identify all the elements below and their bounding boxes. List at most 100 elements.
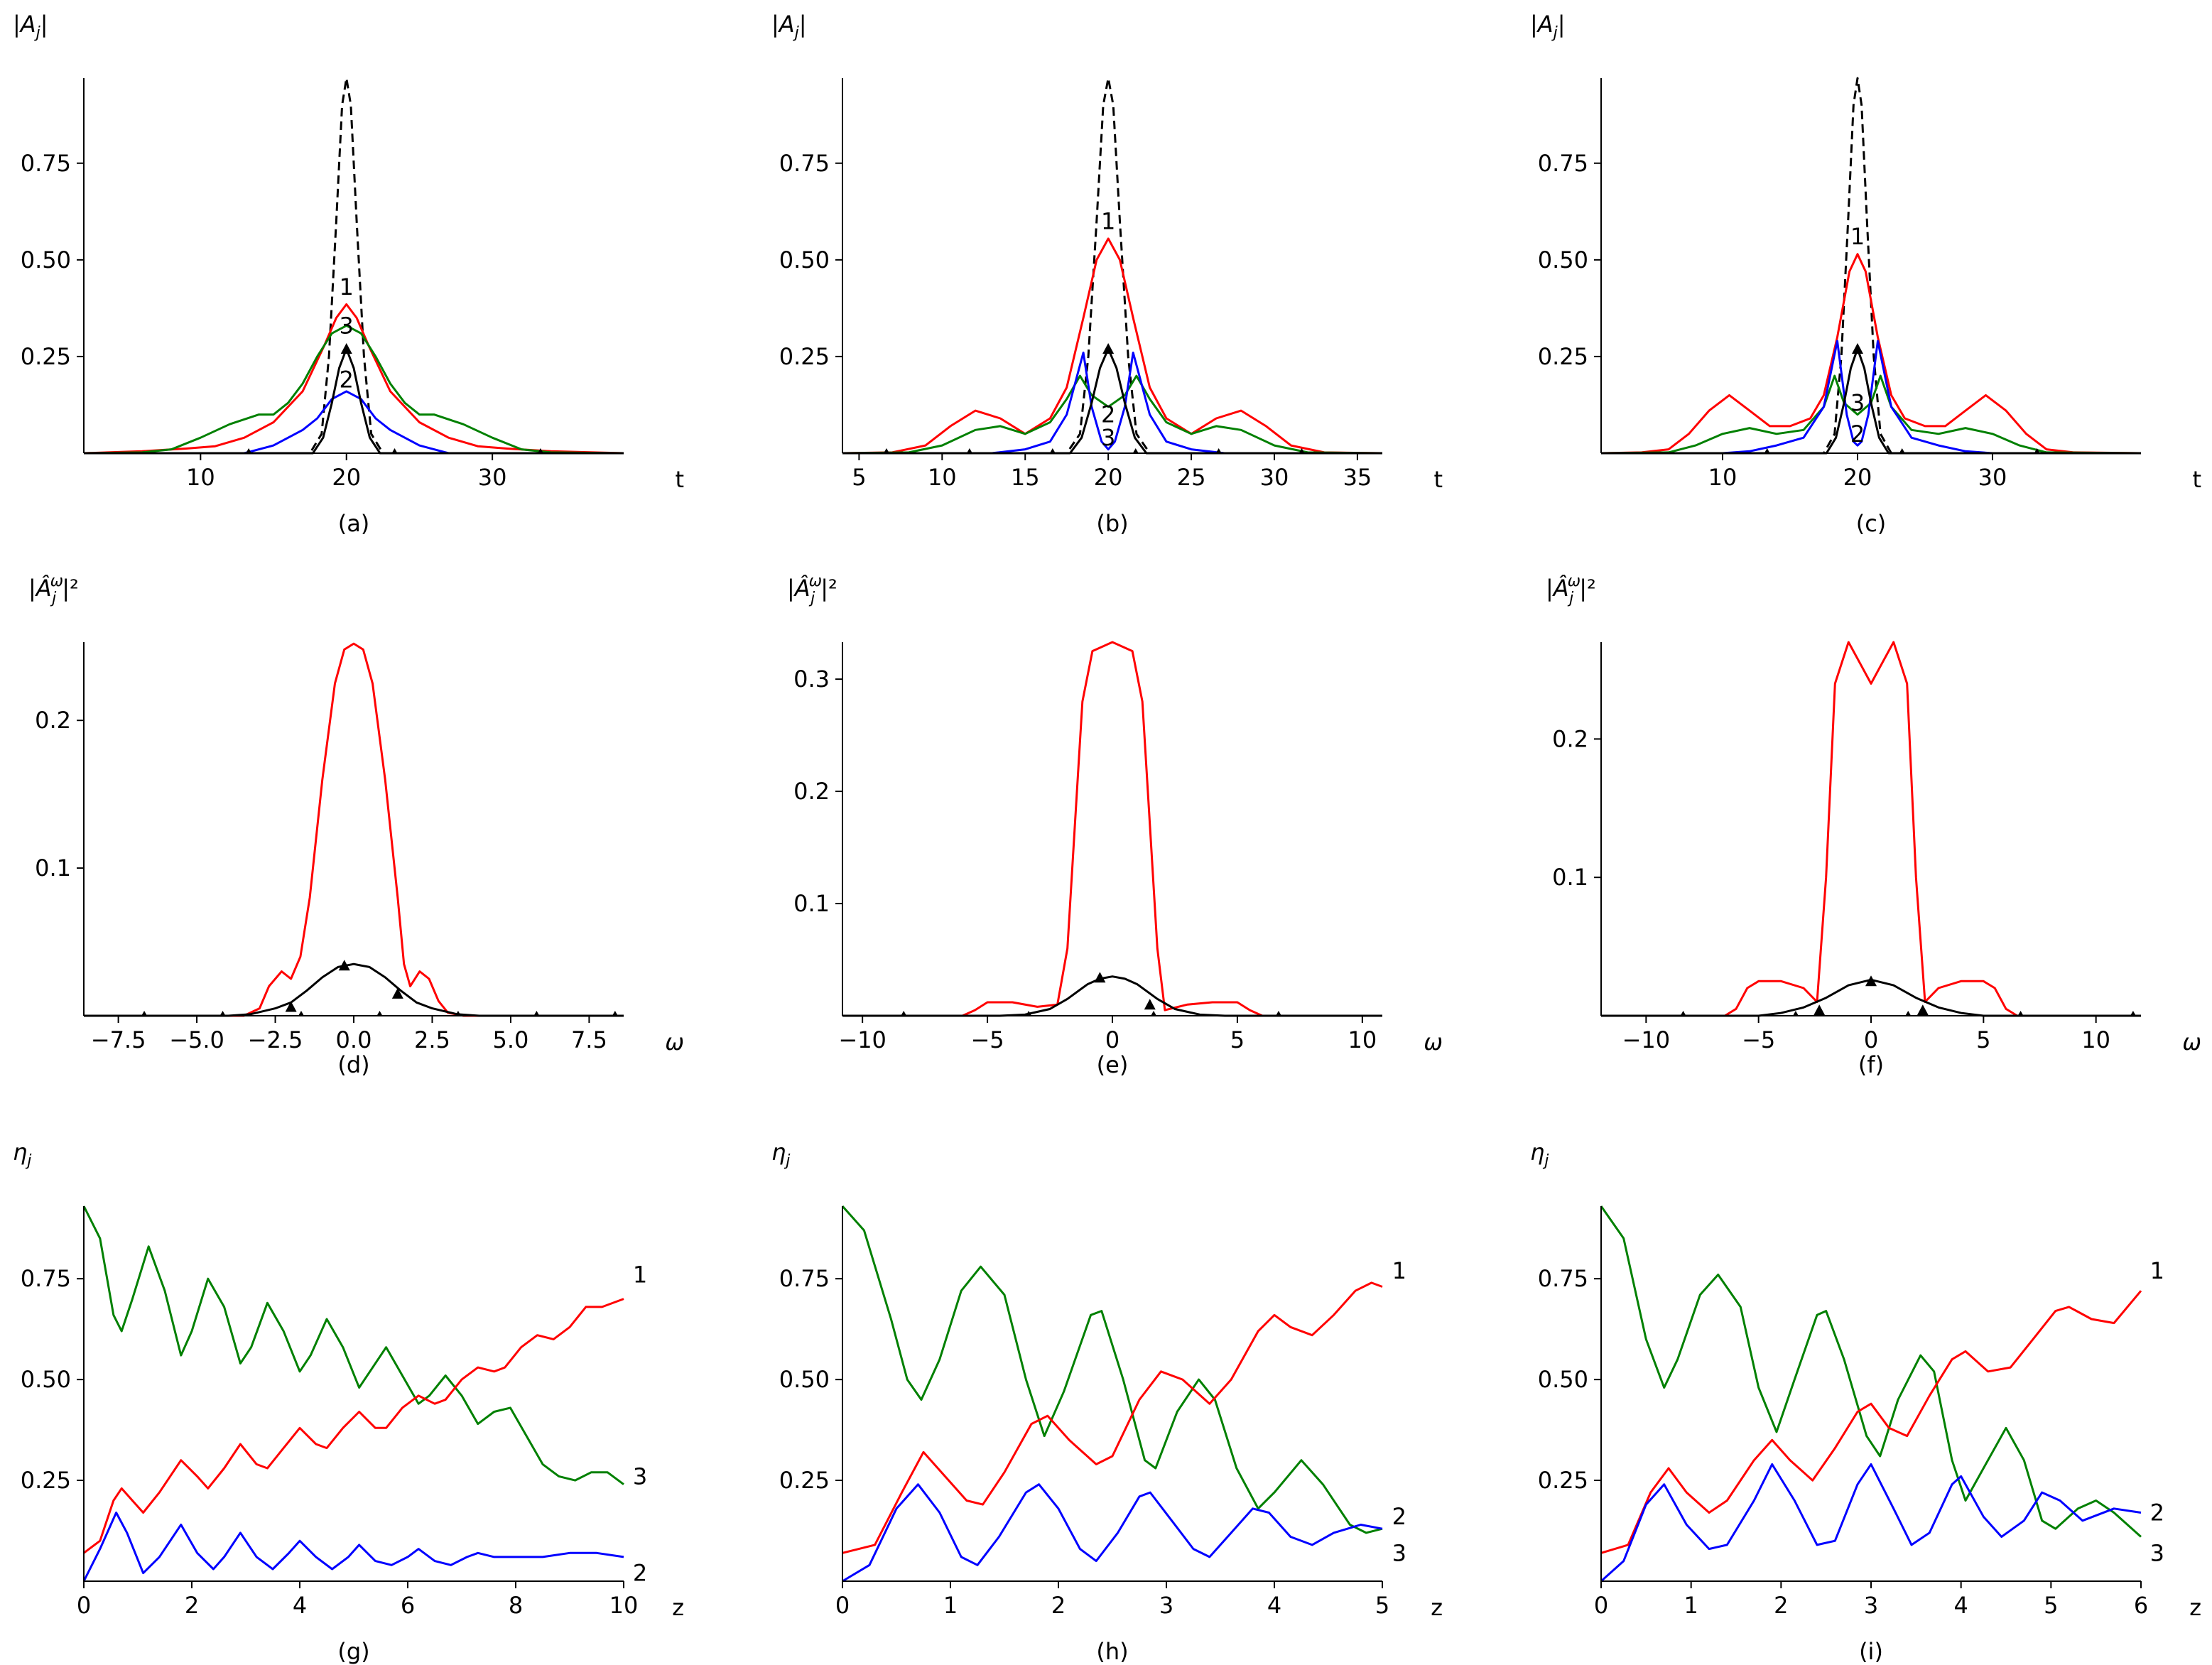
y-axis-title: ηj [1530, 1139, 1549, 1170]
x-tick-label: −10 [1622, 1026, 1671, 1053]
y-tick-label: 0.50 [779, 1366, 830, 1393]
baseline-marker [1215, 448, 1222, 453]
x-tick-label: 10 [609, 1592, 639, 1619]
baseline-marker [901, 1011, 907, 1016]
panel-g: 0 2 4 6 8 10 0.25 0.50 0.75 ηj z 1 3 2 (g) [13, 1139, 684, 1665]
baseline-marker [1049, 448, 1056, 453]
curve-label-3: 3 [633, 1463, 647, 1490]
panel-caption: (b) [1096, 510, 1128, 537]
triangle-marker [1144, 999, 1156, 1010]
y-tick-label: 0.2 [35, 707, 71, 734]
curve-label-2: 2 [1392, 1503, 1406, 1530]
x-tick-label: 5.0 [492, 1026, 528, 1053]
baseline-marker [1299, 448, 1305, 453]
y-tick-label: 0.50 [21, 1366, 71, 1393]
series-line-input-envelope [84, 77, 624, 455]
baseline-marker [612, 1011, 618, 1016]
x-tick-label: 5 [1375, 1592, 1389, 1619]
y-tick-label: 0.50 [1538, 1366, 1588, 1393]
y-tick-label: 0.1 [1552, 864, 1588, 891]
x-axis-title: ω [2182, 1029, 2201, 1056]
y-tick-label: 0.1 [35, 855, 71, 882]
x-axis-title: ω [1424, 1029, 1443, 1056]
curve-label-2: 2 [340, 367, 354, 394]
y-tick-label: 0.75 [779, 150, 830, 177]
x-tick-label: 0 [77, 1592, 91, 1619]
panel-e: −10 −5 0 5 10 0.1 0.2 0.3 |Âω j |² ω (e) [787, 573, 1443, 1078]
x-axis-title: z [1431, 1594, 1443, 1621]
x-tick-label: 5 [1976, 1026, 1990, 1053]
baseline-marker [1899, 448, 1905, 453]
y-axis-title: ηj [13, 1139, 32, 1170]
y-axis-title: |Âω j |² [28, 573, 79, 607]
series-line-curve-1 [83, 303, 624, 455]
baseline-marker [1275, 1011, 1281, 1016]
baseline-marker [1680, 1011, 1686, 1016]
x-tick-label: 30 [1260, 464, 1289, 491]
y-axis-title: |Âω j |² [787, 573, 837, 607]
x-tick-label: 3 [1864, 1592, 1878, 1619]
baseline-marker [533, 1011, 540, 1016]
y-tick-label: 0.75 [1538, 1265, 1588, 1292]
baseline-marker [537, 448, 543, 453]
panel-f: −10 −5 0 5 10 0.1 0.2 |Âω j |² ω (f) [1546, 573, 2201, 1078]
y-tick-label: 0.25 [1538, 1467, 1588, 1494]
series-line-curve-3 [841, 1205, 1383, 1534]
series-line-curve-1 [1600, 253, 2142, 455]
baseline-marker [141, 1011, 148, 1016]
x-tick-label: 5 [1230, 1026, 1245, 1053]
y-axis-title: |Aj| [13, 11, 48, 42]
panel-d: −7.5 −5.0 −2.5 0.0 2.5 5.0 7.5 0.1 0.2 |Âω j |² ω (d) [28, 573, 684, 1078]
x-tick-label: 15 [1011, 464, 1040, 491]
series-line-output-envelope [1601, 347, 2141, 455]
x-tick-label: 1 [1684, 1592, 1698, 1619]
x-tick-label: 10 [1708, 464, 1737, 491]
panel-caption: (c) [1856, 510, 1887, 537]
series-line-output-envelope [84, 347, 624, 455]
panel-caption: (e) [1097, 1051, 1129, 1078]
x-tick-label: 3 [1159, 1592, 1173, 1619]
baseline-marker [1026, 1011, 1032, 1016]
series-line-curve-1 [842, 237, 1383, 455]
x-axis-title: z [2189, 1594, 2201, 1621]
panel-caption: (h) [1096, 1638, 1128, 1665]
x-tick-label: −2.5 [248, 1026, 303, 1053]
x-tick-label: 2 [185, 1592, 199, 1619]
curve-label-1: 1 [1392, 1257, 1406, 1284]
baseline-marker [246, 448, 252, 453]
x-tick-label: −10 [838, 1026, 887, 1053]
y-tick-label: 0.2 [1552, 725, 1588, 752]
series-line-curve-3 [1600, 1205, 2142, 1538]
y-tick-label: 0.75 [21, 150, 71, 177]
y-tick-label: 0.75 [21, 1265, 71, 1292]
x-tick-label: 7.5 [571, 1026, 607, 1053]
x-tick-label: 0.0 [336, 1026, 372, 1053]
curve-label-1: 1 [1101, 207, 1115, 234]
baseline-marker [2034, 448, 2040, 453]
curve-label-2: 2 [1850, 421, 1865, 448]
x-tick-label: 0 [1594, 1592, 1608, 1619]
panel-i: 0 1 2 3 4 5 6 0.25 0.50 0.75 ηj z 1 2 3 (i) [1530, 1139, 2201, 1665]
x-tick-label: −5.0 [169, 1026, 224, 1053]
baseline-marker [1905, 1011, 1912, 1016]
x-axis-title: t [675, 466, 684, 493]
series-line-curve-2 [842, 1483, 1383, 1583]
baseline-marker [1792, 1011, 1799, 1016]
x-tick-label: 4 [1267, 1592, 1281, 1619]
x-tick-label: −7.5 [91, 1026, 146, 1053]
baseline-marker [1132, 448, 1139, 453]
x-axis-title: z [672, 1594, 684, 1621]
series-line-input-envelope [1601, 77, 2141, 455]
panel-c: 10 20 30 0.25 0.50 0.75 |Aj| t 1 3 2 (c) [1530, 11, 2201, 537]
panel-caption: (g) [337, 1638, 369, 1665]
baseline-marker [219, 1011, 226, 1016]
x-axis-title: t [1433, 466, 1443, 493]
series-line-output-spectrum [1601, 641, 2141, 1017]
curve-label-1: 1 [1850, 223, 1865, 250]
triangle-marker [1102, 343, 1115, 354]
baseline-marker [376, 1011, 383, 1016]
series-line-input-spectrum [842, 975, 1382, 1017]
panel-a: 10 20 30 0.25 0.50 0.75 |Aj| t 1 3 2 (a) [13, 11, 684, 537]
x-tick-label: 5 [2044, 1592, 2058, 1619]
